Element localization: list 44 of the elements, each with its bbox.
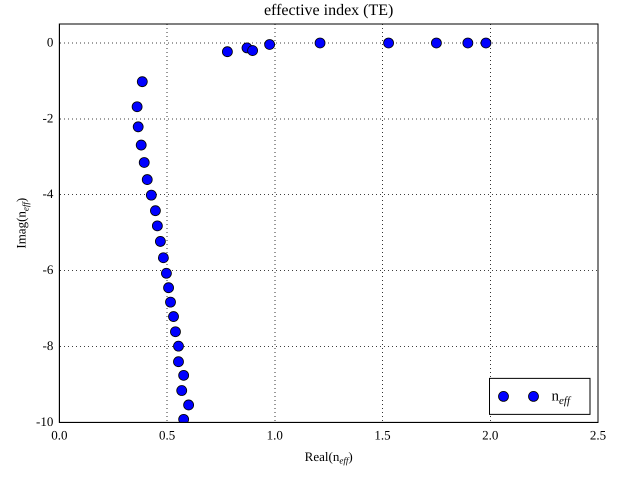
- point: [431, 38, 442, 48]
- x-tick-label: 0.5: [158, 428, 176, 443]
- point: [178, 414, 190, 422]
- y-axis-title: Imag(neff): [13, 198, 30, 249]
- x-tick-label: 1.5: [374, 428, 391, 443]
- point: [264, 39, 276, 50]
- point: [170, 326, 181, 338]
- point: [183, 400, 194, 410]
- chart-title: effective index (TE): [264, 2, 394, 20]
- point: [480, 38, 492, 48]
- point: [178, 370, 190, 381]
- point: [173, 356, 184, 368]
- point: [168, 311, 179, 322]
- point: [176, 385, 188, 396]
- point: [222, 46, 233, 58]
- point: [158, 252, 169, 264]
- y-tick-label: -2: [42, 110, 54, 126]
- x-tick-label: 2.5: [590, 428, 606, 443]
- point: [173, 340, 184, 352]
- point: [142, 174, 153, 185]
- point: [132, 121, 144, 132]
- x-tick-label: 0.0: [51, 428, 68, 443]
- point: [247, 45, 258, 56]
- point: [150, 205, 161, 216]
- point: [161, 268, 172, 279]
- x-tick-label: 1.0: [266, 428, 283, 443]
- x-tick-label: 2.0: [482, 428, 498, 443]
- point: [146, 190, 157, 201]
- y-tick-label: 0: [46, 34, 54, 50]
- point: [314, 38, 326, 48]
- point: [154, 236, 166, 247]
- point: [163, 282, 174, 294]
- point: [138, 157, 150, 168]
- y-tick-label: -8: [42, 338, 54, 353]
- point: [136, 76, 148, 88]
- y-tick-label: -4: [42, 186, 54, 202]
- y-tick-label: -10: [36, 414, 54, 429]
- point: [132, 101, 143, 112]
- point: [462, 38, 474, 48]
- point: [165, 296, 176, 308]
- point: [383, 38, 394, 48]
- point: [152, 220, 163, 232]
- point: [136, 140, 147, 150]
- y-tick-label: -6: [42, 262, 54, 278]
